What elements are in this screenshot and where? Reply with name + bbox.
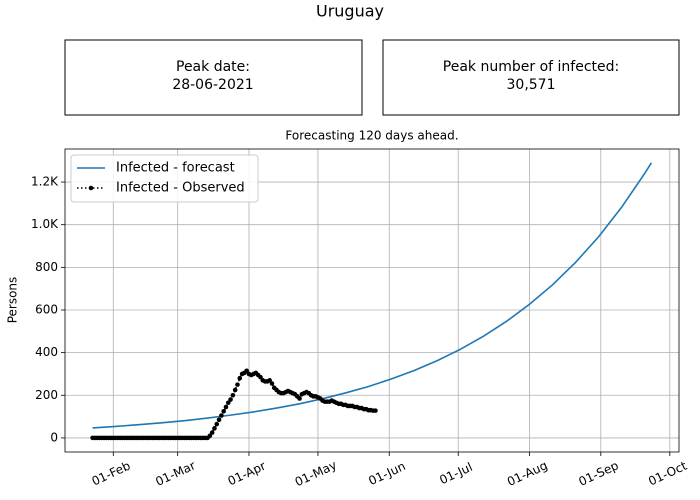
y-tick-label: 1.2K	[31, 175, 59, 189]
info-label: Peak date:	[176, 59, 250, 75]
page-title: Uruguay	[316, 2, 384, 21]
data-point	[232, 387, 238, 393]
data-point	[258, 374, 263, 380]
series-line	[92, 369, 376, 439]
y-tick-label: 0	[50, 430, 58, 444]
legend: Infected - forecast Infected - Observed	[70, 154, 259, 203]
data-point	[221, 408, 226, 414]
data-point	[223, 404, 229, 410]
data-point	[225, 400, 231, 406]
data-point	[214, 421, 220, 427]
plot-frame	[64, 148, 680, 453]
x-tick-label: 01-Sep	[577, 458, 621, 489]
data-point	[297, 396, 302, 401]
series-line	[92, 162, 653, 429]
x-tick-label: 01-Aug	[505, 458, 550, 489]
grid-layer	[61, 149, 679, 456]
y-tick-label: 400	[35, 345, 58, 359]
info-box	[64, 39, 363, 116]
x-tick-label: 01-Oct	[646, 458, 689, 488]
data-point	[219, 413, 224, 418]
plot-layer	[90, 162, 653, 441]
data-point	[237, 375, 243, 381]
x-tick-label: 01-Feb	[90, 459, 133, 489]
y-axis-label: Persons	[6, 277, 20, 324]
x-tick-label: 01-Jun	[366, 459, 407, 488]
x-tick-label: 01-Apr	[226, 459, 268, 489]
data-point	[267, 378, 272, 383]
data-point	[244, 368, 249, 374]
data-point	[212, 426, 217, 431]
legend-label: Infected - forecast	[116, 161, 235, 176]
info-value: 28-06-2021	[172, 77, 253, 93]
x-tick-label: 01-Jul	[437, 460, 474, 487]
data-point	[209, 430, 215, 435]
y-tick-label: 600	[35, 302, 58, 316]
x-tick-label: 01-Mar	[153, 458, 197, 489]
info-box	[382, 39, 680, 116]
info-label: Peak number of infected:	[443, 59, 619, 75]
data-point	[235, 382, 240, 387]
data-point	[216, 417, 222, 423]
data-point	[269, 381, 275, 386]
y-tick-label: 200	[35, 388, 58, 402]
data-point	[230, 392, 236, 398]
data-point	[373, 408, 378, 413]
x-tick-label: 01-May	[293, 458, 339, 489]
legend-label: Infected - Observed	[116, 181, 245, 196]
data-point	[228, 397, 233, 402]
info-value: 30,571	[507, 77, 556, 93]
chart-title: Forecasting 120 days ahead.	[285, 129, 458, 143]
y-tick-label: 1.0K	[31, 217, 59, 231]
data-point	[207, 433, 213, 439]
y-tick-label: 800	[35, 260, 58, 274]
legend-marker	[88, 185, 94, 191]
legend-box	[70, 154, 259, 203]
